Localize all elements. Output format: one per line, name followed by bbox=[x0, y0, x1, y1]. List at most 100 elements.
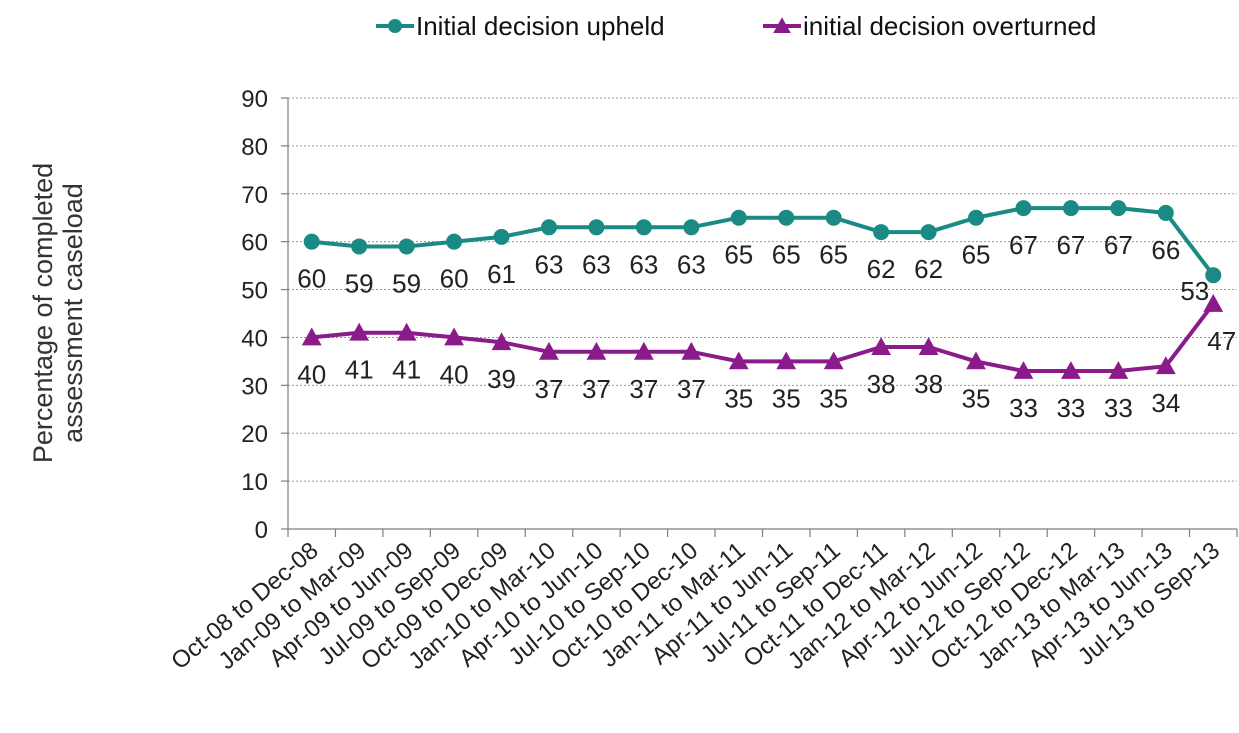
data-point bbox=[823, 351, 844, 370]
data-point bbox=[825, 209, 842, 226]
data-point bbox=[776, 351, 797, 370]
y-axis-title: Percentage of completedassessment caselo… bbox=[28, 163, 88, 463]
data-label: 33 bbox=[1009, 393, 1038, 423]
data-label: 65 bbox=[962, 240, 991, 270]
legend-item: Initial decision upheld bbox=[376, 11, 665, 41]
data-label: 66 bbox=[1151, 235, 1180, 265]
data-point bbox=[635, 219, 652, 236]
y-tick-label: 80 bbox=[241, 134, 268, 161]
data-point bbox=[633, 341, 654, 360]
data-point bbox=[491, 332, 512, 351]
data-point bbox=[444, 327, 464, 346]
data-label: 40 bbox=[440, 359, 469, 389]
data-point bbox=[1013, 361, 1034, 379]
data-point bbox=[873, 224, 890, 241]
data-point bbox=[351, 238, 368, 255]
data-point bbox=[1203, 294, 1224, 312]
data-point bbox=[1062, 200, 1079, 217]
data-point bbox=[349, 322, 370, 341]
data-point bbox=[396, 322, 417, 341]
data-label: 38 bbox=[914, 369, 943, 399]
data-point bbox=[778, 209, 795, 226]
axes bbox=[287, 98, 1237, 530]
data-label: 47 bbox=[1207, 326, 1236, 356]
data-point bbox=[681, 341, 702, 360]
data-label: 63 bbox=[629, 249, 658, 279]
y-tick-label: 20 bbox=[241, 421, 268, 448]
data-label: 59 bbox=[392, 268, 421, 298]
data-point bbox=[1205, 267, 1222, 284]
data-label: 41 bbox=[392, 355, 421, 385]
data-label: 39 bbox=[487, 364, 516, 394]
y-tick-label: 90 bbox=[241, 86, 268, 113]
data-point bbox=[968, 209, 985, 226]
data-point bbox=[920, 224, 937, 241]
y-tick-label: 0 bbox=[255, 517, 268, 544]
y-axis-title-line: Percentage of completed bbox=[28, 163, 58, 463]
data-label: 35 bbox=[724, 383, 753, 413]
data-label: 63 bbox=[535, 249, 564, 279]
data-point bbox=[1108, 361, 1129, 379]
y-axis-label: Percentage of completedassessment caselo… bbox=[28, 163, 88, 463]
data-point bbox=[773, 17, 791, 34]
data-label: 35 bbox=[962, 383, 991, 413]
data-point bbox=[683, 219, 700, 236]
y-axis-title-line: assessment caseload bbox=[58, 183, 88, 443]
data-point bbox=[446, 233, 463, 250]
data-label: 62 bbox=[867, 254, 896, 284]
data-label: 35 bbox=[819, 383, 848, 413]
data-point bbox=[539, 341, 559, 360]
data-label: 38 bbox=[867, 369, 896, 399]
data-point bbox=[871, 337, 892, 355]
y-axis-ticks: 0 10 20 30 40 50 60 70 80 90 bbox=[241, 86, 288, 544]
series-overturned: 40 41 41 40 39 37 37 37 37 35 35 35 38 38 35 33 33 33 34 47 bbox=[297, 294, 1236, 423]
data-point bbox=[398, 238, 415, 255]
data-label: 61 bbox=[487, 259, 516, 289]
gridlines bbox=[288, 97, 1237, 482]
y-tick-label: 10 bbox=[241, 469, 268, 496]
data-point bbox=[301, 327, 322, 346]
data-point bbox=[966, 351, 986, 370]
legend-item: initial decision overturned bbox=[763, 11, 1096, 41]
data-point bbox=[1110, 200, 1127, 217]
series-line bbox=[311, 302, 1215, 373]
data-label: 33 bbox=[1104, 393, 1133, 423]
y-tick-label: 40 bbox=[241, 325, 268, 352]
data-point bbox=[1155, 356, 1176, 375]
data-label: 37 bbox=[677, 374, 706, 404]
data-label: 37 bbox=[629, 374, 658, 404]
data-label: 65 bbox=[819, 240, 848, 270]
data-label: 34 bbox=[1151, 388, 1180, 418]
data-label: 37 bbox=[582, 374, 611, 404]
data-point bbox=[1061, 361, 1081, 379]
data-point bbox=[388, 19, 402, 33]
y-tick-label: 50 bbox=[241, 278, 268, 305]
data-label: 62 bbox=[914, 254, 943, 284]
data-label: 41 bbox=[345, 355, 374, 385]
data-point bbox=[303, 233, 320, 250]
data-point bbox=[1015, 200, 1032, 217]
data-point bbox=[586, 341, 607, 360]
data-point bbox=[918, 337, 939, 355]
legend-label: initial decision overturned bbox=[803, 11, 1096, 41]
data-label: 67 bbox=[1104, 230, 1133, 260]
data-label: 59 bbox=[345, 268, 374, 298]
data-label: 60 bbox=[297, 264, 326, 294]
data-label: 67 bbox=[1009, 230, 1038, 260]
data-label: 40 bbox=[297, 359, 326, 389]
data-label: 63 bbox=[582, 249, 611, 279]
legend: Initial decision upheld initial decision … bbox=[376, 11, 1096, 41]
data-point bbox=[588, 219, 605, 236]
series-group: 60 59 59 60 61 63 63 63 63 65 65 65 62 62 65 67 67 67 6653… bbox=[297, 200, 1236, 423]
data-label: 63 bbox=[677, 249, 706, 279]
data-label: 65 bbox=[724, 240, 753, 270]
y-tick-label: 60 bbox=[241, 230, 268, 257]
data-point bbox=[540, 219, 557, 236]
data-point bbox=[728, 351, 749, 370]
data-point bbox=[1157, 204, 1174, 221]
y-tick-label: 70 bbox=[241, 182, 268, 209]
